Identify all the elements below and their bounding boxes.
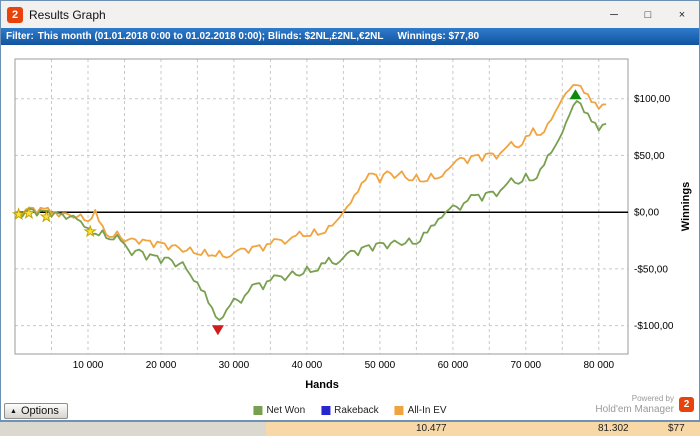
chart-legend: Net Won Rakeback All-In EV — [253, 405, 447, 416]
x-tick-label: 80 000 — [584, 360, 615, 371]
window-controls: ─ □ × — [597, 1, 699, 28]
holdem-manager-label: Hold'em Manager — [595, 403, 674, 415]
legend-swatch — [394, 406, 404, 415]
series-all-in-ev-line — [14, 84, 607, 259]
star-marker — [39, 209, 54, 223]
legend-label: All-In EV — [407, 405, 447, 416]
y-tick-label: $50,00 — [634, 151, 665, 162]
max-marker-triangle-up — [569, 89, 582, 100]
background-window-gray — [0, 422, 266, 436]
hm2-logo: 2 — [679, 397, 694, 413]
y-tick-label: -$50,00 — [634, 264, 668, 275]
x-tick-label: 40 000 — [292, 360, 323, 371]
x-tick-label: 20 000 — [146, 360, 177, 371]
x-tick-label: 10 000 — [73, 360, 104, 371]
filter-label: Filter: — [6, 31, 34, 42]
background-cell: $77 — [668, 423, 685, 434]
legend-item-net-won: Net Won — [253, 405, 305, 416]
maximize-button[interactable]: □ — [644, 8, 652, 21]
window-title: Results Graph — [29, 7, 106, 22]
minimize-button[interactable]: ─ — [610, 8, 618, 21]
legend-swatch — [253, 406, 263, 415]
series-net-won-line — [14, 100, 607, 321]
star-marker — [22, 206, 36, 220]
legend-label: Net Won — [266, 405, 306, 416]
y-tick-label: -$100,00 — [634, 321, 674, 332]
x-tick-label: 50 000 — [365, 360, 396, 371]
close-button[interactable]: × — [678, 8, 686, 21]
y-tick-label: $0,00 — [634, 208, 659, 219]
filter-winnings: Winnings: $77,80 — [397, 31, 480, 42]
powered-by-label: Powered by — [631, 394, 674, 403]
x-axis-title: Hands — [305, 379, 339, 391]
star-marker — [83, 224, 97, 238]
options-button[interactable]: ▲ Options — [4, 403, 68, 419]
legend-label: Rakeback — [334, 405, 379, 416]
background-cell: 81.302 — [598, 423, 629, 434]
legend-swatch — [321, 406, 331, 415]
x-tick-label: 30 000 — [219, 360, 250, 371]
filter-bar[interactable]: Filter: This month (01.01.2018 0:00 to 0… — [1, 28, 699, 45]
min-marker-triangle-down — [211, 325, 224, 336]
title-bar[interactable]: 2 Results Graph ─ □ × — [1, 1, 699, 28]
x-tick-label: 70 000 — [511, 360, 542, 371]
legend-item-rakeback: Rakeback — [321, 405, 379, 416]
star-marker — [11, 207, 26, 221]
filter-criteria: This month (01.01.2018 0:00 to 01.02.201… — [37, 31, 384, 42]
x-tick-label: 60 000 — [438, 360, 469, 371]
chevron-up-icon: ▲ — [10, 407, 17, 415]
bottom-bar: ▲ Options Net Won Rakeback All-In EV Power… — [1, 394, 699, 420]
background-cell: 10.477 — [416, 423, 447, 434]
y-axis-title: Winnings — [680, 182, 692, 231]
results-chart: 10 000 20 000 30 000 40 000 50 000 60 000 70 0… — [11, 58, 692, 391]
hm2-app-icon: 2 — [7, 6, 23, 23]
options-label: Options — [20, 405, 59, 417]
plot-border — [14, 58, 629, 355]
powered-by-text: Powered by Hold'em Manager — [595, 394, 674, 415]
background-window-row: 10.477 81.302 $77 — [0, 421, 700, 436]
y-tick-label: $100,00 — [634, 94, 671, 105]
legend-item-all-in-ev: All-In EV — [394, 405, 447, 416]
powered-by: Powered by Hold'em Manager 2 — [595, 394, 694, 415]
results-graph-window: 2 Results Graph ─ □ × Filter: This month… — [0, 0, 700, 421]
chart-area: 10 000 20 000 30 000 40 000 50 000 60 000 70 0… — [1, 45, 699, 401]
